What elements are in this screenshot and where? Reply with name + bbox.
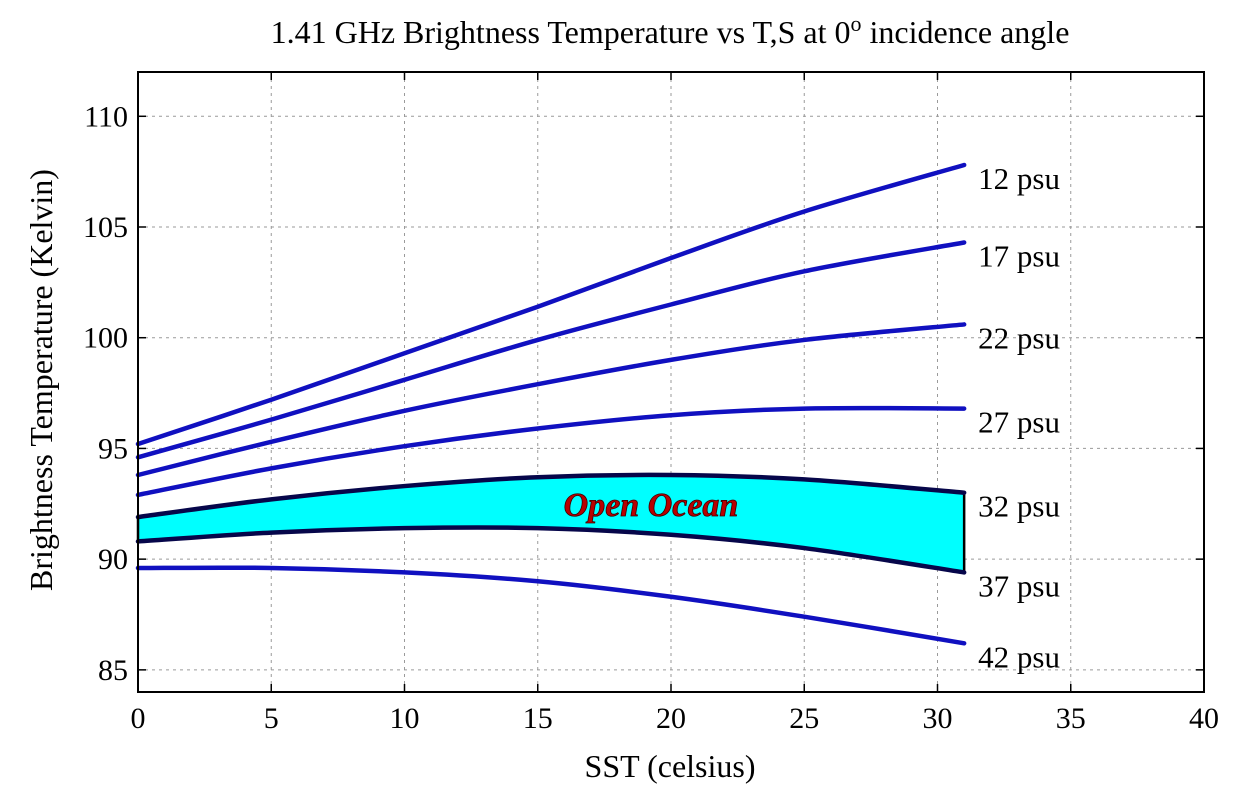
y-tick-label: 100 bbox=[83, 322, 128, 355]
y-tick-label: 85 bbox=[98, 654, 128, 687]
y-tick-labels: 85 90 95 100 105 110 bbox=[83, 100, 128, 687]
series-labels: 12 psu 17 psu 22 psu 27 psu 32 psu 37 psu 42 p… bbox=[978, 161, 1060, 674]
x-tick-label: 35 bbox=[1056, 702, 1086, 735]
y-tick-label: 105 bbox=[83, 211, 128, 244]
x-tick-label: 20 bbox=[656, 702, 686, 735]
series-label: 12 psu bbox=[978, 161, 1060, 196]
x-tick-label: 10 bbox=[390, 702, 420, 735]
ticks bbox=[137, 72, 1205, 692]
series-label: 32 psu bbox=[978, 489, 1060, 524]
y-tick-label: 110 bbox=[84, 100, 128, 133]
series-label: 22 psu bbox=[978, 320, 1060, 355]
x-tick-label: 40 bbox=[1189, 702, 1219, 735]
x-tick-label: 25 bbox=[789, 702, 819, 735]
y-tick-label: 95 bbox=[98, 432, 128, 465]
grid bbox=[138, 72, 1204, 692]
series-line bbox=[135, 472, 967, 520]
x-tick-label: 5 bbox=[264, 702, 279, 735]
series-line bbox=[135, 405, 967, 498]
x-tick-label: 0 bbox=[131, 702, 146, 735]
chart-title: 1.41 GHz Brightness Temperature vs T,S a… bbox=[271, 11, 1070, 50]
series-label: 42 psu bbox=[978, 639, 1060, 674]
open-ocean-region bbox=[136, 473, 966, 574]
series-label: 17 psu bbox=[978, 239, 1060, 274]
series-label: 37 psu bbox=[978, 568, 1060, 603]
series-line bbox=[135, 565, 967, 646]
series-label: 27 psu bbox=[978, 405, 1060, 440]
open-ocean-label: Open Ocean bbox=[564, 487, 739, 524]
y-axis-label: Brightness Temperature (Kelvin) bbox=[23, 169, 59, 591]
series-layer bbox=[135, 162, 967, 646]
x-tick-label: 30 bbox=[923, 702, 953, 735]
x-tick-label: 15 bbox=[523, 702, 553, 735]
series-line bbox=[135, 240, 967, 460]
y-tick-label: 90 bbox=[98, 543, 128, 576]
x-axis-label: SST (celsius) bbox=[585, 748, 756, 784]
shaded-region-layer bbox=[136, 473, 966, 574]
series-line bbox=[135, 525, 967, 575]
x-tick-labels: 0 5 10 15 20 25 30 35 40 bbox=[131, 702, 1220, 735]
series-line bbox=[135, 162, 967, 447]
series-line bbox=[135, 322, 967, 478]
